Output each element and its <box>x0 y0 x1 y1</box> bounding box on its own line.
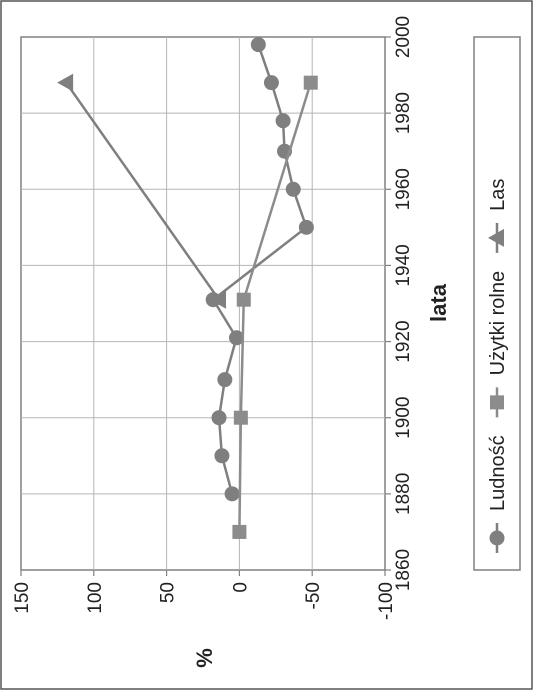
tick-labels: 1860 1880 1900 1920 1940 1960 1980 2000 150 100 50… <box>12 16 414 620</box>
x-tick-label: 1960 <box>393 168 414 210</box>
data-point <box>303 75 318 90</box>
x-tick-label: 1880 <box>393 473 414 515</box>
legend-item: Ludność <box>487 435 509 553</box>
legend-box <box>473 36 521 571</box>
legend-marker <box>488 228 504 247</box>
legend-item: Las <box>487 179 509 253</box>
data-point <box>236 292 251 307</box>
y-tick-label: 150 <box>12 582 33 614</box>
data-point <box>298 219 314 235</box>
x-tick-label: 2000 <box>393 16 414 58</box>
legend-label: Użytki rolne <box>487 271 509 375</box>
data-point <box>233 410 248 425</box>
data-point <box>211 410 227 426</box>
series-square <box>232 75 318 539</box>
data-point <box>57 73 74 92</box>
legend-item: Użytki rolne <box>487 271 509 418</box>
x-tick-label: 1920 <box>393 320 414 362</box>
x-tick-label: 1940 <box>393 244 414 286</box>
data-point <box>224 486 240 502</box>
legend-marker <box>490 395 504 410</box>
data-point <box>214 448 230 464</box>
legend-label: Las <box>487 179 509 211</box>
y-tick-label: -100 <box>376 582 397 620</box>
legend-label: Ludność <box>487 435 509 511</box>
grid-lines <box>20 36 391 576</box>
y-tick-label: 100 <box>85 582 106 614</box>
x-tick-label: 1980 <box>393 92 414 134</box>
legend-marker <box>489 530 505 546</box>
y-tick-label: 0 <box>230 582 251 593</box>
data-point <box>232 524 247 539</box>
y-axis-title: % <box>192 648 217 668</box>
data-point <box>210 290 227 309</box>
data-point <box>217 372 233 388</box>
series-line <box>65 81 221 301</box>
series-line <box>238 82 312 532</box>
series-triangle <box>57 73 227 309</box>
x-axis-title: lata <box>426 283 451 322</box>
data-point <box>263 75 279 91</box>
x-tick-label: 1900 <box>393 397 414 439</box>
y-tick-label: 50 <box>158 582 179 603</box>
legend: Ludność Użytki rolne Las <box>487 179 509 553</box>
data-point <box>250 37 266 53</box>
plot-area <box>20 36 386 571</box>
y-tick-label: -50 <box>303 582 324 609</box>
data-point <box>285 181 301 197</box>
x-tick-label: 1860 <box>393 549 414 591</box>
data-point <box>275 113 291 129</box>
data-point <box>228 330 244 346</box>
series-layer <box>57 37 318 539</box>
